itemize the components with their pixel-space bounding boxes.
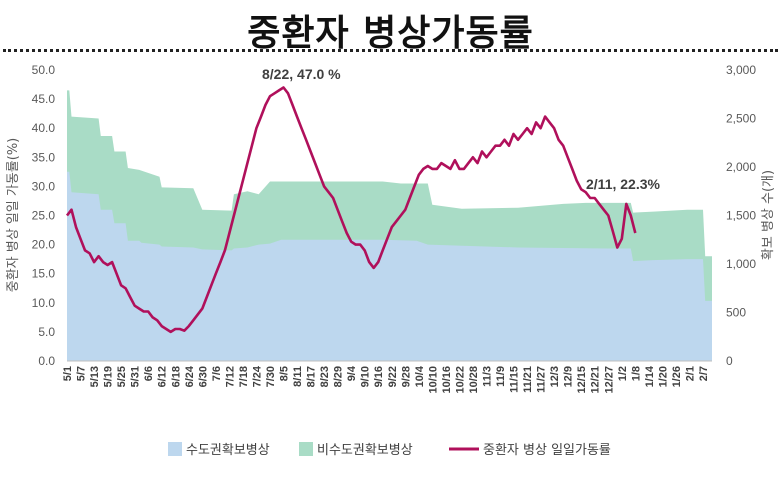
x-tick-label: 11/21 [522, 366, 534, 393]
y-left-tick-label: 15.0 [32, 267, 56, 281]
x-tick-label: 6/24 [184, 365, 196, 387]
x-tick-label: 7/12 [224, 366, 236, 387]
title-divider [3, 49, 778, 52]
x-tick-label: 12/9 [563, 366, 575, 387]
line-icu-occupancy [65, 86, 637, 334]
x-tick-label: 9/16 [373, 366, 385, 387]
x-tick-label: 7/6 [211, 366, 223, 381]
x-tick-label: 1/26 [671, 366, 683, 387]
y-left-tick-label: 20.0 [32, 238, 56, 252]
x-tick-label: 10/10 [427, 366, 439, 394]
y-left-tick-label: 5.0 [38, 325, 55, 339]
legend: 수도권확보병상 비수도권확보병상 중환자 병상 일일가동률 [168, 442, 611, 458]
x-tick-label: 8/17 [306, 366, 318, 387]
y-left-tick-label: 10.0 [32, 296, 56, 310]
x-tick-label: 2/1 [684, 366, 696, 381]
y-right-tick-label: 1,000 [726, 257, 756, 271]
x-tick-label: 11/27 [536, 366, 548, 393]
latest-annotation: 2/11, 22.3% [586, 176, 661, 192]
x-tick-label: 7/30 [265, 366, 277, 387]
y-right-tick-label: 500 [726, 306, 746, 320]
x-tick-label: 6/12 [157, 366, 169, 387]
x-tick-label: 1/20 [657, 366, 669, 387]
x-tick-label: 1/8 [630, 366, 642, 381]
y-left-tick-label: 40.0 [32, 121, 56, 135]
x-tick-label: 9/22 [387, 366, 399, 387]
x-tick-label: 10/4 [414, 365, 426, 387]
x-tick-label: 8/5 [279, 366, 291, 381]
x-tick-label: 10/16 [441, 366, 453, 394]
x-tick-label: 12/15 [576, 366, 588, 394]
y-right-tick-label: 2,000 [726, 160, 756, 174]
x-tick-label: 7/18 [238, 366, 250, 387]
x-tick-label: 1/2 [617, 366, 629, 381]
axes: 0.0 5.0 10.0 15.0 20.0 25.0 30.0 35.0 40.0 45.0 50… [32, 63, 757, 394]
peak-annotation: 8/22, 47.0 % [262, 66, 341, 82]
x-tick-label: 8/11 [292, 366, 304, 387]
y-left-tick-label: 45.0 [32, 92, 56, 106]
y-left-tick-label: 35.0 [32, 150, 56, 164]
x-tick-label: 9/10 [360, 366, 372, 387]
x-tick-label: 5/7 [76, 366, 88, 381]
y-left-tick-label: 0.0 [38, 354, 55, 368]
legend-swatch-capital [168, 442, 182, 456]
x-tick-label: 9/4 [346, 365, 358, 381]
y-right-tick-label: 2,500 [726, 112, 756, 126]
x-tick-label: 2/7 [698, 366, 710, 381]
x-tick-label: 1/14 [644, 365, 656, 387]
x-tick-label: 9/28 [400, 366, 412, 387]
y-left-tick-label: 25.0 [32, 209, 56, 223]
x-tick-label: 10/22 [454, 366, 466, 394]
x-tick-label: 6/30 [197, 366, 209, 387]
x-tick-label: 6/6 [143, 366, 155, 381]
plot-area [65, 86, 712, 362]
y-axis-right-label: 확보 병상 수(개) [761, 170, 776, 260]
area-capital-beds [67, 171, 712, 361]
legend-label-occupancy: 중환자 병상 일일가동률 [483, 443, 611, 458]
y-left-tick-label: 30.0 [32, 179, 56, 193]
x-tick-label: 12/27 [603, 366, 615, 394]
x-tick-label: 5/25 [116, 366, 128, 387]
x-tick-label: 11/15 [509, 366, 521, 393]
x-tick-label: 7/24 [251, 365, 263, 387]
x-tick-label: 10/28 [468, 366, 480, 394]
x-tick-label: 8/23 [319, 366, 331, 387]
x-tick-label: 11/9 [495, 366, 507, 387]
x-tick-label: 12/3 [549, 366, 561, 387]
x-tick-label: 11/3 [482, 366, 494, 387]
x-tick-label: 6/18 [170, 366, 182, 387]
legend-swatch-noncapital [299, 442, 313, 456]
x-tick-label: 12/21 [590, 366, 602, 394]
y-left-tick-label: 50.0 [32, 63, 56, 77]
y-right-tick-label: 0 [726, 354, 733, 368]
y-axis-left-label: 중환자 병상 일일 가동률(%) [6, 138, 21, 293]
chart-title: 중환자 병상가동률 [247, 13, 534, 54]
y-right-tick-label: 3,000 [726, 63, 756, 77]
legend-label-capital: 수도권확보병상 [186, 443, 270, 458]
legend-label-noncapital: 비수도권확보병상 [317, 443, 413, 458]
x-tick-label: 5/13 [89, 366, 101, 387]
x-tick-label: 8/29 [333, 366, 345, 387]
y-right-tick-label: 1,500 [726, 209, 756, 223]
x-tick-label: 5/19 [103, 366, 115, 387]
x-tick-label: 5/1 [62, 366, 74, 381]
x-tick-label: 5/31 [130, 366, 142, 387]
